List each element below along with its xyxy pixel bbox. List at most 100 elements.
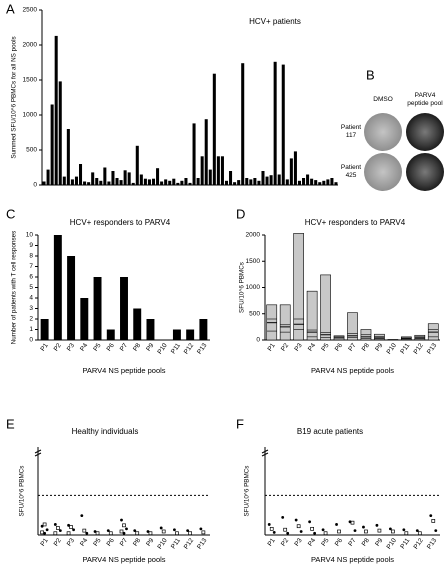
- y-tick-label: 0: [33, 182, 37, 189]
- bar: [199, 319, 208, 340]
- point: [173, 528, 176, 532]
- y-axis-label: Number of patients with T cell responses: [11, 231, 18, 345]
- bar: [261, 171, 265, 185]
- bar: [265, 176, 269, 185]
- bar: [229, 171, 233, 185]
- bar: [143, 178, 147, 185]
- row-label: Patient 117: [340, 124, 362, 139]
- bar: [80, 298, 89, 340]
- point: [58, 529, 62, 532]
- y-axis-label: SFU/10^6 PBMCs: [239, 262, 246, 313]
- bar: [172, 329, 181, 340]
- point: [45, 528, 49, 532]
- box-range: [306, 290, 318, 341]
- bar: [188, 182, 192, 185]
- point: [431, 519, 436, 523]
- x-tick-label: P9: [374, 342, 385, 353]
- y-tick-label: 1: [29, 326, 33, 333]
- y-tick-label: 2000: [246, 232, 261, 239]
- bar: [139, 174, 143, 185]
- bar: [62, 176, 66, 185]
- bar: [208, 169, 212, 185]
- x-tick-label: P4: [79, 342, 90, 353]
- point: [66, 531, 71, 536]
- chart-title: Healthy individuals: [72, 427, 139, 436]
- x-tick-label: P12: [412, 342, 425, 356]
- chart-title: B19 acute patients: [297, 427, 363, 436]
- point: [267, 523, 271, 526]
- point: [120, 518, 123, 522]
- x-tick-label: P11: [170, 537, 182, 550]
- bar: [176, 182, 180, 185]
- bar: [70, 179, 74, 185]
- x-tick-label: P5: [92, 342, 103, 353]
- bar: [74, 176, 78, 185]
- x-tick-label: P5: [320, 342, 331, 353]
- y-axis-label: SFU/10^6 PBMCs: [244, 466, 251, 517]
- bar: [285, 179, 289, 185]
- point: [72, 528, 75, 532]
- box-range: [347, 312, 358, 341]
- x-tick-label: P8: [132, 537, 143, 548]
- x-tick-label: P6: [334, 342, 345, 353]
- x-tick-label: P1: [266, 537, 277, 548]
- axis-break: [261, 452, 269, 457]
- x-tick-label: P7: [119, 537, 130, 548]
- point: [80, 514, 84, 518]
- bar: [293, 151, 297, 185]
- x-tick-label: P12: [412, 537, 425, 551]
- bar: [245, 178, 249, 185]
- y-tick-label: 500: [26, 147, 37, 154]
- x-tick-label: P6: [106, 537, 117, 548]
- x-tick-label: P4: [307, 537, 318, 548]
- x-tick-label: P12: [183, 537, 196, 551]
- panel-label: F: [236, 416, 244, 431]
- x-tick-label: P4: [79, 537, 90, 548]
- y-tick-label: 1500: [23, 77, 38, 84]
- bar: [160, 181, 164, 185]
- x-tick-label: P3: [293, 537, 304, 548]
- x-tick-label: P2: [280, 342, 291, 353]
- y-tick-label: 8: [29, 253, 33, 260]
- bar: [42, 181, 46, 185]
- point: [161, 529, 166, 534]
- x-tick-label: P1: [39, 537, 50, 548]
- axis-break: [34, 452, 42, 457]
- bar: [120, 277, 128, 340]
- x-axis-label: PARV4 NS peptide pools: [82, 555, 165, 564]
- bar: [237, 180, 241, 185]
- x-tick-label: P2: [53, 342, 64, 353]
- bar: [40, 319, 49, 340]
- box-range: [279, 304, 291, 341]
- bar: [306, 174, 310, 185]
- x-tick-label: P13: [426, 537, 439, 551]
- point: [415, 529, 419, 532]
- point: [175, 531, 179, 536]
- bar: [79, 164, 83, 185]
- y-tick-label: 2000: [23, 42, 38, 49]
- x-tick-label: P10: [386, 342, 399, 356]
- chart-title: HCV+ responders to PARV4: [70, 218, 171, 227]
- y-tick-label: 1000: [246, 284, 261, 291]
- bar: [216, 156, 220, 185]
- x-tick-label: P1: [266, 342, 277, 353]
- panel-label: B: [366, 67, 375, 82]
- x-tick-label: P11: [399, 537, 411, 550]
- y-tick-label: 5: [29, 284, 33, 291]
- x-tick-label: P10: [156, 537, 169, 551]
- x-axis-label: PARV4 NS peptide pools: [82, 366, 165, 375]
- x-axis-label: PARV4 NS peptide pools: [311, 555, 394, 564]
- point: [321, 528, 325, 532]
- row-label: Patient 425: [340, 164, 362, 179]
- bar: [322, 180, 326, 185]
- x-axis-label: PARV4 NS peptide pools: [311, 366, 394, 375]
- x-tick-label: P6: [334, 537, 345, 548]
- point: [133, 529, 137, 532]
- point: [283, 527, 288, 532]
- column-label: PARV4 peptide pool: [407, 92, 443, 107]
- axis-break: [34, 449, 42, 454]
- bar: [281, 64, 285, 185]
- point: [85, 531, 89, 535]
- y-tick-label: 7: [29, 263, 33, 270]
